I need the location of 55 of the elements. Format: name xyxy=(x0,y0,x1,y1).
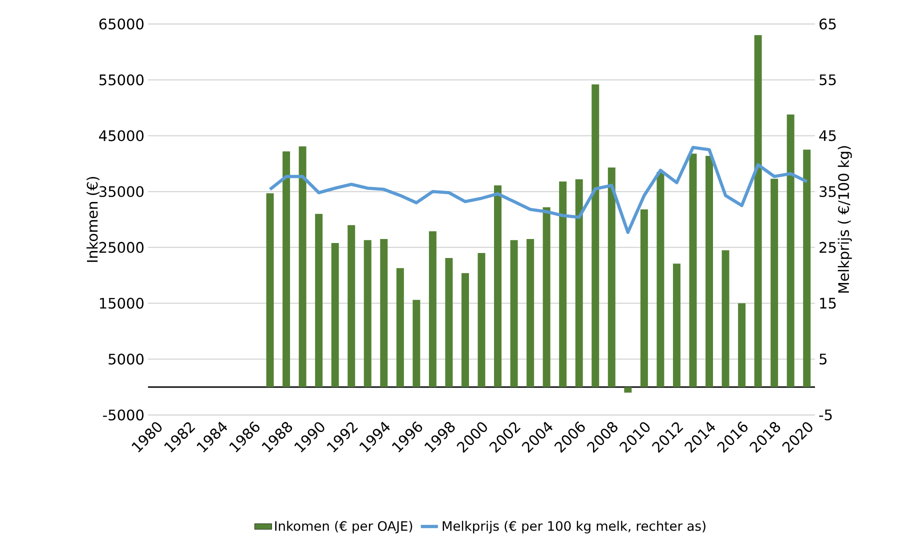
legend-label: Melkprijs (€ per 100 kg melk, rechter as) xyxy=(442,520,706,534)
bar xyxy=(689,154,697,388)
bar xyxy=(315,214,323,388)
y-tick-label: 15000 xyxy=(100,298,144,309)
y2-tick-label: 35 xyxy=(820,186,836,198)
bar xyxy=(428,231,436,388)
bar xyxy=(526,239,534,388)
y-tick-label: 65000 xyxy=(99,18,144,30)
bar xyxy=(575,179,583,388)
bar xyxy=(559,182,567,388)
bar xyxy=(640,209,648,388)
y2-tick-label: 25 xyxy=(820,242,836,253)
bar xyxy=(412,300,420,388)
bar xyxy=(478,253,486,388)
line-series xyxy=(268,146,808,234)
bar xyxy=(542,207,550,388)
bar xyxy=(396,268,404,388)
bar xyxy=(510,240,518,388)
bar xyxy=(298,146,306,388)
y2-axis-title: Melkprijs ( €/100 kg) xyxy=(838,146,852,293)
bar xyxy=(786,114,794,388)
legend-label: Inkomen (€ per OAJE) xyxy=(275,520,412,534)
bar xyxy=(266,193,274,388)
y-tick-label: 5000 xyxy=(108,354,144,365)
bar xyxy=(672,264,680,388)
y-tick-label: 25000 xyxy=(99,242,144,253)
y-tick-label: 35000 xyxy=(99,186,144,198)
bar xyxy=(624,387,632,393)
y-tick-label: -5000 xyxy=(103,409,144,420)
bar xyxy=(706,156,714,388)
bar xyxy=(380,239,388,388)
y2-tick-label: 5 xyxy=(820,354,826,365)
y2-tick-label: 65 xyxy=(820,18,836,30)
bar xyxy=(608,168,616,388)
bar xyxy=(738,303,746,388)
bar xyxy=(656,172,664,388)
bar xyxy=(592,84,600,388)
y2-tick-label: 45 xyxy=(819,130,836,142)
bar xyxy=(331,242,339,388)
bar xyxy=(461,273,469,388)
bar xyxy=(348,225,356,388)
y-tick-label: 55000 xyxy=(99,74,144,86)
bar xyxy=(445,258,453,388)
bar xyxy=(722,250,730,388)
y2-tick-label: -5 xyxy=(819,410,832,420)
y2-tick-label: 55 xyxy=(820,74,836,86)
bar xyxy=(364,240,372,388)
bar xyxy=(754,35,762,388)
bar xyxy=(494,185,502,388)
bar xyxy=(282,151,290,388)
y-axis-title: Inkomen (€) xyxy=(86,176,100,262)
bar xyxy=(803,150,811,388)
bar xyxy=(770,178,778,388)
y-tick-label: 45000 xyxy=(99,130,144,142)
y2-tick-label: 15 xyxy=(820,298,836,309)
